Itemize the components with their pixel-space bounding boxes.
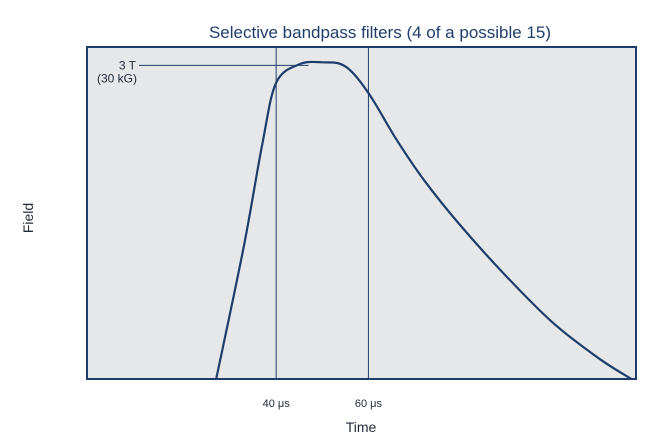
annotation-label-peak-field-kg: (30 kG) — [97, 71, 137, 85]
x-tick-label: 40 μs — [263, 398, 291, 410]
reference-lines — [275, 47, 369, 379]
x-tick-label: 60 μs — [355, 398, 383, 410]
series-line-field-vs-time — [215, 60, 633, 381]
annotation-label-peak-field: 3 T — [119, 58, 137, 72]
x-axis-label: Time — [346, 419, 377, 435]
plot-area — [86, 46, 637, 380]
x-tick-labels: 40 μs 60 μs — [263, 398, 383, 410]
chart-title: Selective bandpass filters (4 of a possi… — [209, 23, 551, 42]
y-axis-label: Field — [20, 203, 36, 233]
